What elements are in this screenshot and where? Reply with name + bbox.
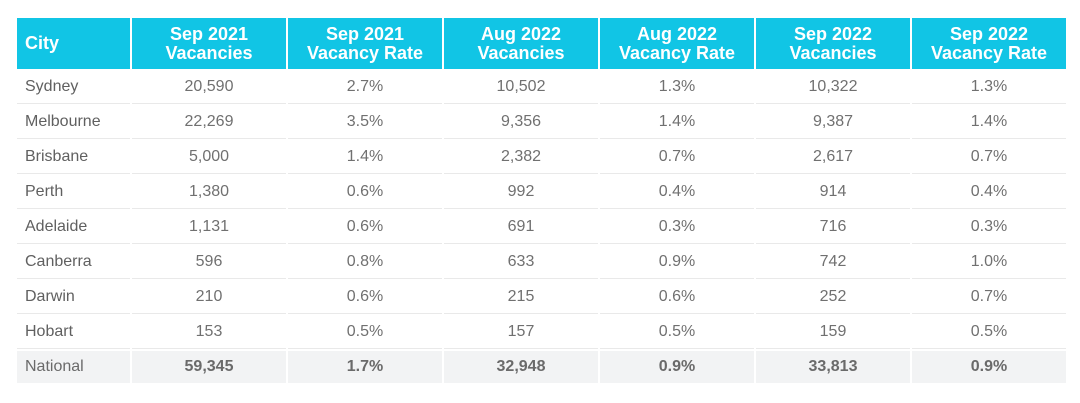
header-line2: Vacancies	[477, 42, 565, 63]
table-cell: 0.3%	[912, 211, 1066, 244]
table-cell: 742	[756, 246, 910, 279]
table-cell: 252	[756, 281, 910, 314]
column-header-sep-2021-vacancies: Sep 2021 Vacancies	[132, 18, 286, 69]
table-cell: 0.5%	[600, 316, 754, 349]
table-cell: 0.7%	[912, 281, 1066, 314]
table-cell: 2,617	[756, 141, 910, 174]
table-cell: 716	[756, 211, 910, 244]
table-cell: 1,380	[132, 176, 286, 209]
table-cell: 0.5%	[912, 316, 1066, 349]
table-cell-total: 0.9%	[600, 351, 754, 383]
table-cell: 210	[132, 281, 286, 314]
table-cell-city: Sydney	[17, 71, 130, 104]
table-row-sydney: Sydney 20,590 2.7% 10,502 1.3% 10,322 1.…	[17, 71, 1066, 104]
vacancy-table-container: City Sep 2021 Vacancies Sep 2021 Vacancy…	[15, 16, 1066, 385]
table-cell-city: Canberra	[17, 246, 130, 279]
table-cell: 596	[132, 246, 286, 279]
table-cell: 3.5%	[288, 106, 442, 139]
table-cell-city: National	[17, 351, 130, 383]
header-line1: Sep 2021	[169, 23, 249, 44]
table-cell: 0.3%	[600, 211, 754, 244]
table-cell: 0.6%	[288, 176, 442, 209]
table-cell: 1.4%	[600, 106, 754, 139]
table-cell: 0.6%	[288, 211, 442, 244]
header-line1: City	[25, 33, 60, 53]
table-row-adelaide: Adelaide 1,131 0.6% 691 0.3% 716 0.3%	[17, 211, 1066, 244]
table-cell: 5,000	[132, 141, 286, 174]
table-cell-total: 32,948	[444, 351, 598, 383]
table-cell-total: 59,345	[132, 351, 286, 383]
table-cell: 10,502	[444, 71, 598, 104]
header-line1: Aug 2022	[480, 23, 562, 44]
table-cell-city: Hobart	[17, 316, 130, 349]
table-cell: 159	[756, 316, 910, 349]
column-header-aug-2022-vacancy-rate: Aug 2022 Vacancy Rate	[600, 18, 754, 69]
header-line1: Aug 2022	[636, 23, 718, 44]
table-cell-total: 0.9%	[912, 351, 1066, 383]
table-row-melbourne: Melbourne 22,269 3.5% 9,356 1.4% 9,387 1…	[17, 106, 1066, 139]
table-cell: 0.4%	[912, 176, 1066, 209]
table-row-canberra: Canberra 596 0.8% 633 0.9% 742 1.0%	[17, 246, 1066, 279]
table-cell-city: Melbourne	[17, 106, 130, 139]
table-cell-total: 33,813	[756, 351, 910, 383]
table-row-hobart: Hobart 153 0.5% 157 0.5% 159 0.5%	[17, 316, 1066, 349]
column-header-sep-2021-vacancy-rate: Sep 2021 Vacancy Rate	[288, 18, 442, 69]
table-cell: 0.7%	[912, 141, 1066, 174]
table-cell: 0.5%	[288, 316, 442, 349]
table-cell: 157	[444, 316, 598, 349]
column-header-aug-2022-vacancies: Aug 2022 Vacancies	[444, 18, 598, 69]
table-cell: 0.9%	[600, 246, 754, 279]
header-line1: Sep 2022	[793, 23, 873, 44]
table-cell: 9,356	[444, 106, 598, 139]
table-row-perth: Perth 1,380 0.6% 992 0.4% 914 0.4%	[17, 176, 1066, 209]
header-line2: Vacancy Rate	[618, 42, 736, 63]
table-cell: 1.0%	[912, 246, 1066, 279]
table-cell: 1.4%	[912, 106, 1066, 139]
table-cell: 0.6%	[600, 281, 754, 314]
table-cell: 0.7%	[600, 141, 754, 174]
table-cell: 215	[444, 281, 598, 314]
header-line2: Vacancy Rate	[930, 42, 1048, 63]
table-cell: 10,322	[756, 71, 910, 104]
table-cell: 22,269	[132, 106, 286, 139]
table-header-row: City Sep 2021 Vacancies Sep 2021 Vacancy…	[17, 18, 1066, 69]
table-cell-city: Darwin	[17, 281, 130, 314]
table-cell: 153	[132, 316, 286, 349]
table-cell: 1.3%	[600, 71, 754, 104]
table-cell: 1.4%	[288, 141, 442, 174]
header-line2: Vacancy Rate	[306, 42, 424, 63]
table-cell: 9,387	[756, 106, 910, 139]
table-row-national-total: National 59,345 1.7% 32,948 0.9% 33,813 …	[17, 351, 1066, 383]
table-cell-city: Perth	[17, 176, 130, 209]
table-row-brisbane: Brisbane 5,000 1.4% 2,382 0.7% 2,617 0.7…	[17, 141, 1066, 174]
header-line2: Vacancies	[789, 42, 877, 63]
table-cell: 691	[444, 211, 598, 244]
table-row-darwin: Darwin 210 0.6% 215 0.6% 252 0.7%	[17, 281, 1066, 314]
table-cell: 633	[444, 246, 598, 279]
column-header-sep-2022-vacancy-rate: Sep 2022 Vacancy Rate	[912, 18, 1066, 69]
table-cell: 0.4%	[600, 176, 754, 209]
table-cell: 1,131	[132, 211, 286, 244]
table-cell: 914	[756, 176, 910, 209]
table-cell-total: 1.7%	[288, 351, 442, 383]
header-line2: Vacancies	[165, 42, 253, 63]
vacancy-table: City Sep 2021 Vacancies Sep 2021 Vacancy…	[15, 16, 1068, 385]
header-line1: Sep 2021	[325, 23, 405, 44]
header-line1: Sep 2022	[949, 23, 1029, 44]
table-cell-city: Adelaide	[17, 211, 130, 244]
table-cell: 20,590	[132, 71, 286, 104]
table-cell: 2.7%	[288, 71, 442, 104]
column-header-city: City	[17, 18, 130, 69]
table-cell: 0.8%	[288, 246, 442, 279]
table-cell: 1.3%	[912, 71, 1066, 104]
table-cell-city: Brisbane	[17, 141, 130, 174]
table-cell: 2,382	[444, 141, 598, 174]
column-header-sep-2022-vacancies: Sep 2022 Vacancies	[756, 18, 910, 69]
table-cell: 992	[444, 176, 598, 209]
table-cell: 0.6%	[288, 281, 442, 314]
